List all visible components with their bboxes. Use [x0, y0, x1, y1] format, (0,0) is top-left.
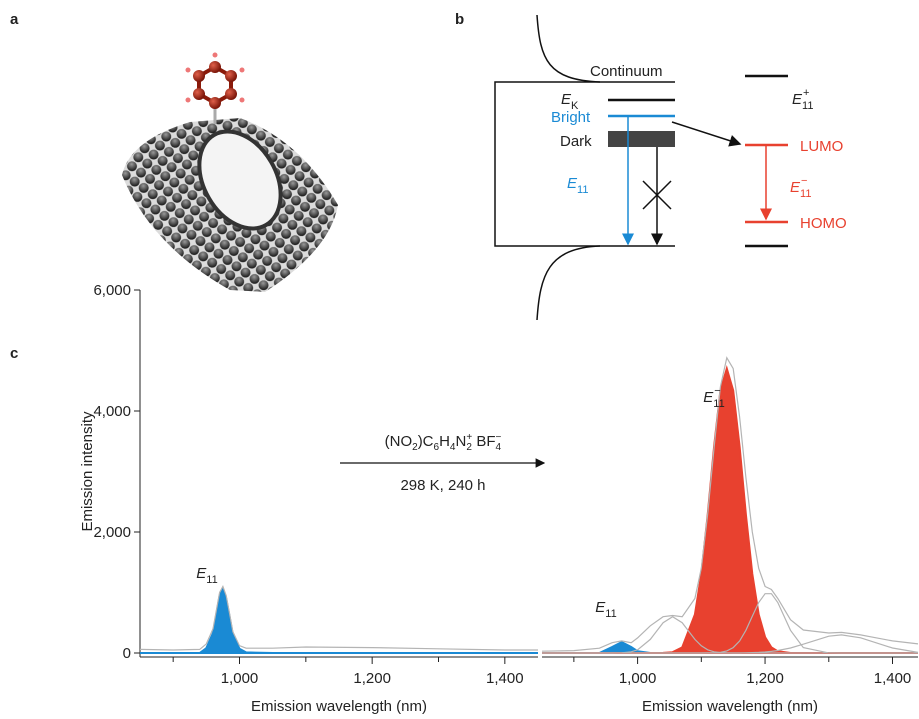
label-main: E	[567, 175, 578, 192]
formula-part: 6	[434, 442, 440, 453]
rich-label: E 11	[595, 599, 616, 620]
reagent: (NO2)C6H4N2+ BF4−	[385, 432, 502, 453]
energy-diagram	[494, 14, 788, 321]
formula-part: (NO	[385, 433, 413, 450]
rich-label: E 11+	[792, 87, 813, 112]
label-main: E	[561, 91, 572, 108]
formula-part: BF	[472, 433, 495, 450]
label-main: E	[790, 179, 801, 196]
label-sub: 11	[577, 184, 588, 196]
arrow	[671, 121, 742, 147]
x-tick-label: 1,200	[746, 670, 784, 687]
label-sub: 11	[605, 608, 616, 620]
rich-label: E 11−	[703, 385, 724, 410]
atom	[239, 67, 245, 73]
label-main: E	[792, 91, 803, 108]
x-tick-label: 1,400	[486, 670, 524, 687]
label-sup: −	[714, 385, 720, 397]
x-tick-label: 1,400	[874, 670, 912, 687]
y-axis-title: Emission intensity	[79, 411, 96, 532]
diagram-label: LUMO	[800, 138, 843, 155]
label-sub: 11	[713, 398, 724, 410]
x-axis-title: Emission wavelength (nm)	[251, 698, 427, 715]
label-main: E	[595, 599, 606, 616]
formula-part: N	[455, 433, 466, 450]
x-axis-title: Emission wavelength (nm)	[642, 698, 818, 715]
nanotube-illustration	[122, 52, 338, 292]
atom	[225, 88, 237, 100]
formula-part: )C	[418, 433, 434, 450]
y-tick-label: 6,000	[93, 282, 131, 299]
atom	[185, 67, 191, 73]
dark-level	[608, 131, 675, 147]
dos-curve	[536, 245, 601, 321]
formula-part: 2	[412, 442, 418, 453]
spectrum-area	[140, 587, 538, 654]
cross	[642, 180, 672, 210]
atom	[209, 97, 221, 109]
x-tick-label: 1,000	[619, 670, 657, 687]
conditions: 298 K, 240 h	[400, 477, 485, 494]
label-sup: +	[803, 87, 809, 99]
panel-label: a	[10, 11, 19, 28]
rich-label: E 11	[567, 175, 588, 196]
diagram-label: Bright	[551, 109, 591, 126]
atom	[193, 88, 205, 100]
atom	[239, 97, 245, 103]
spectrum-line	[541, 356, 919, 652]
y-tick-label: 2,000	[93, 524, 131, 541]
diagram-label: Continuum	[590, 63, 663, 80]
label-sub: K	[571, 100, 579, 112]
label-sup: −	[801, 175, 807, 187]
y-tick-label: 0	[123, 645, 131, 662]
atom	[185, 97, 191, 103]
formula-part: 4	[450, 442, 456, 453]
atom	[193, 70, 205, 82]
label-main: E	[703, 389, 714, 406]
dos-curve	[536, 14, 601, 83]
nanotube-opening	[197, 129, 283, 231]
label-sub: 11	[800, 188, 811, 200]
formula-part: 4	[496, 442, 502, 453]
label-sub: 11	[206, 574, 217, 586]
spectrum-line	[542, 634, 919, 654]
rich-label: E 11	[196, 565, 217, 586]
formula-part: −	[496, 432, 502, 443]
label-main: E	[196, 565, 207, 582]
formula-part: 2	[466, 442, 472, 453]
atom	[225, 70, 237, 82]
label-sub: 11	[802, 100, 813, 112]
x-tick-label: 1,000	[221, 670, 259, 687]
x-tick-label: 1,200	[353, 670, 391, 687]
panel-label: c	[10, 345, 18, 362]
band-box	[494, 81, 675, 247]
diagram-label: Dark	[560, 133, 592, 150]
formula-part: H	[439, 433, 450, 450]
atom	[209, 61, 221, 73]
y-tick-label: 4,000	[93, 403, 131, 420]
panel-label: b	[455, 11, 464, 28]
rich-label: E 11−	[790, 175, 811, 200]
formula-part: +	[466, 432, 472, 443]
atom	[212, 52, 218, 58]
spectrum-line	[139, 585, 538, 651]
diagram-label: HOMO	[800, 215, 847, 232]
